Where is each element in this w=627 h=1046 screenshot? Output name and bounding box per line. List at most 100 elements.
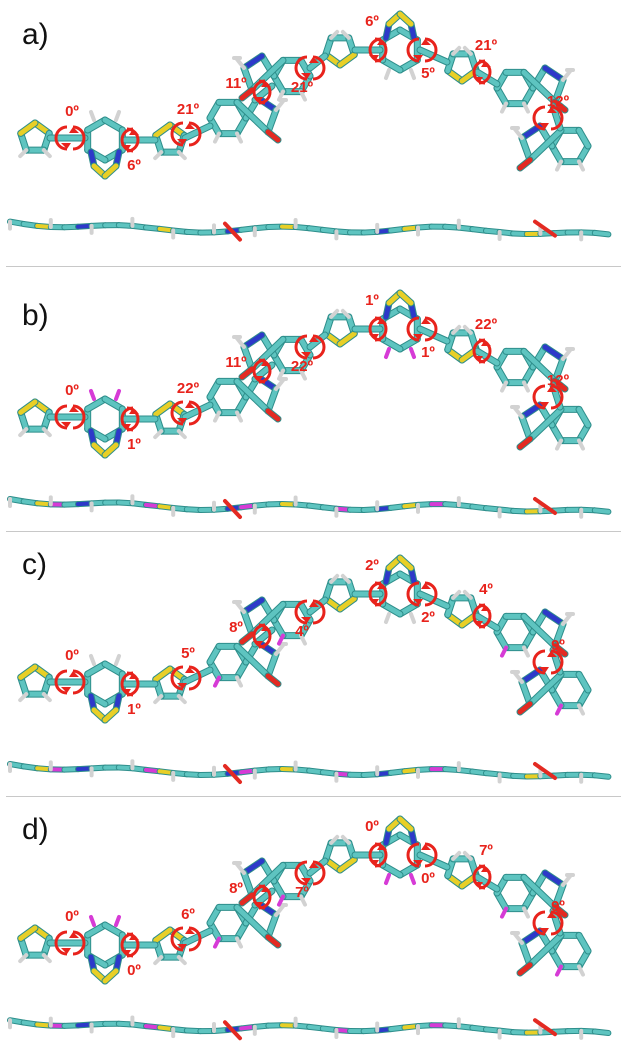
rotation-arrow [170,400,184,426]
hydrogen-atom [18,692,29,703]
rotation-arrow [472,603,486,629]
arrow-head [253,641,263,647]
fluorine-atom [500,645,508,658]
fluorine-atom [213,675,221,688]
arrow-head [547,107,557,113]
bond [542,609,566,627]
bond [18,664,38,680]
rotation-arrow [406,581,420,607]
rotation-arrow [252,884,266,910]
torsion-angle-label: 0º [365,818,379,835]
torsion-angle-label: 5º [421,65,435,82]
arrow-head [481,61,491,67]
torsion-angle-label: 9º [551,898,565,915]
hydrogen-atom [409,68,416,80]
rotation-arrow [550,105,564,131]
arrow-head [301,73,311,79]
rotation-arrow [550,649,564,675]
molecule-panel-b: 0º 1º 22º 11º 22º 1º 1º 22º 12º [7,289,612,519]
hydrogen-atom [89,654,96,666]
bond [234,99,271,135]
torsion-angle-label: 11º [225,75,247,92]
divider-3 [6,796,621,797]
bond [527,932,564,968]
rotation-arrow [406,37,420,63]
rotation-arrow [120,932,134,958]
bond [527,127,564,163]
rotation-arrow [472,59,486,85]
fluorine-atom [277,633,285,646]
rotation-arrow [368,37,382,63]
rotation-arrow [294,599,308,625]
hydrogen-atom [153,150,164,161]
torsion-angle-label: 6º [127,157,141,174]
arrow-head [301,352,311,358]
fluorine-atom [213,936,221,949]
bond [521,874,558,910]
hydrogen-atom [299,89,307,102]
bond [519,679,533,707]
hydrogen-atom [451,589,462,600]
torsion-angle-label: 1º [127,436,141,453]
arrow-head [185,123,195,129]
hydrogen-atom [522,380,530,393]
rotation-arrow [170,926,184,952]
bond [239,892,255,906]
rotation-arrow [252,623,266,649]
torsion-angle-label: 8º [229,880,243,897]
bond [519,940,533,968]
arrow-head [253,97,263,103]
arrow-head [539,928,549,934]
panel-label-a: a) [22,18,49,51]
hydrogen-atom [577,964,585,977]
rotation-arrow [188,400,202,426]
bond [182,667,213,685]
torsion-angle-label: 1º [127,701,141,718]
hydrogen-atom [340,834,351,845]
arrow-head [185,667,195,673]
torsion-angle-label: 12º [547,93,570,110]
bond [337,857,357,873]
bond [576,127,591,149]
torsion-angle-label: 9º [551,637,565,654]
bond [153,401,173,417]
hydrogen-atom [462,45,473,56]
rotation-arrow [532,384,546,410]
arrow-head [473,77,483,83]
torsion-angle-label: 21º [177,101,200,118]
arrow-head [377,844,387,850]
bond [552,77,566,105]
arrow-head [309,601,319,607]
torsion-angle-label: 6º [365,13,379,30]
rotation-arrow [188,926,202,952]
hydrogen-atom [18,148,29,159]
torsion-angle-label: 22º [177,380,200,397]
hydrogen-atom [18,953,29,964]
arrow-head [253,902,263,908]
hydrogen-atom [235,675,243,688]
torsion-angle-label: 0º [65,382,79,399]
divider-1 [6,266,621,267]
hydrogen-atom [555,159,563,172]
hydrogen-atom [340,308,351,319]
fluorine-atom [277,894,285,907]
rotation-arrow [550,384,564,410]
hydrogen-atom [451,45,462,56]
rotation-arrow [472,338,486,364]
arrow-head [377,39,387,45]
bond [241,53,265,71]
hydrogen-atom [522,101,530,114]
bond [265,651,279,679]
hydrogen-atom [235,936,243,949]
arrow-head [369,334,379,340]
arrow-head [185,402,195,408]
arrow-head [377,318,387,324]
rotation-arrow [120,127,134,153]
arrow-head [177,944,187,950]
bond [517,157,533,171]
arrow-head [547,386,557,392]
arrow-head [413,599,423,605]
arrow-head [261,360,271,366]
arrow-head [301,617,311,623]
rotation-arrow [294,55,308,81]
